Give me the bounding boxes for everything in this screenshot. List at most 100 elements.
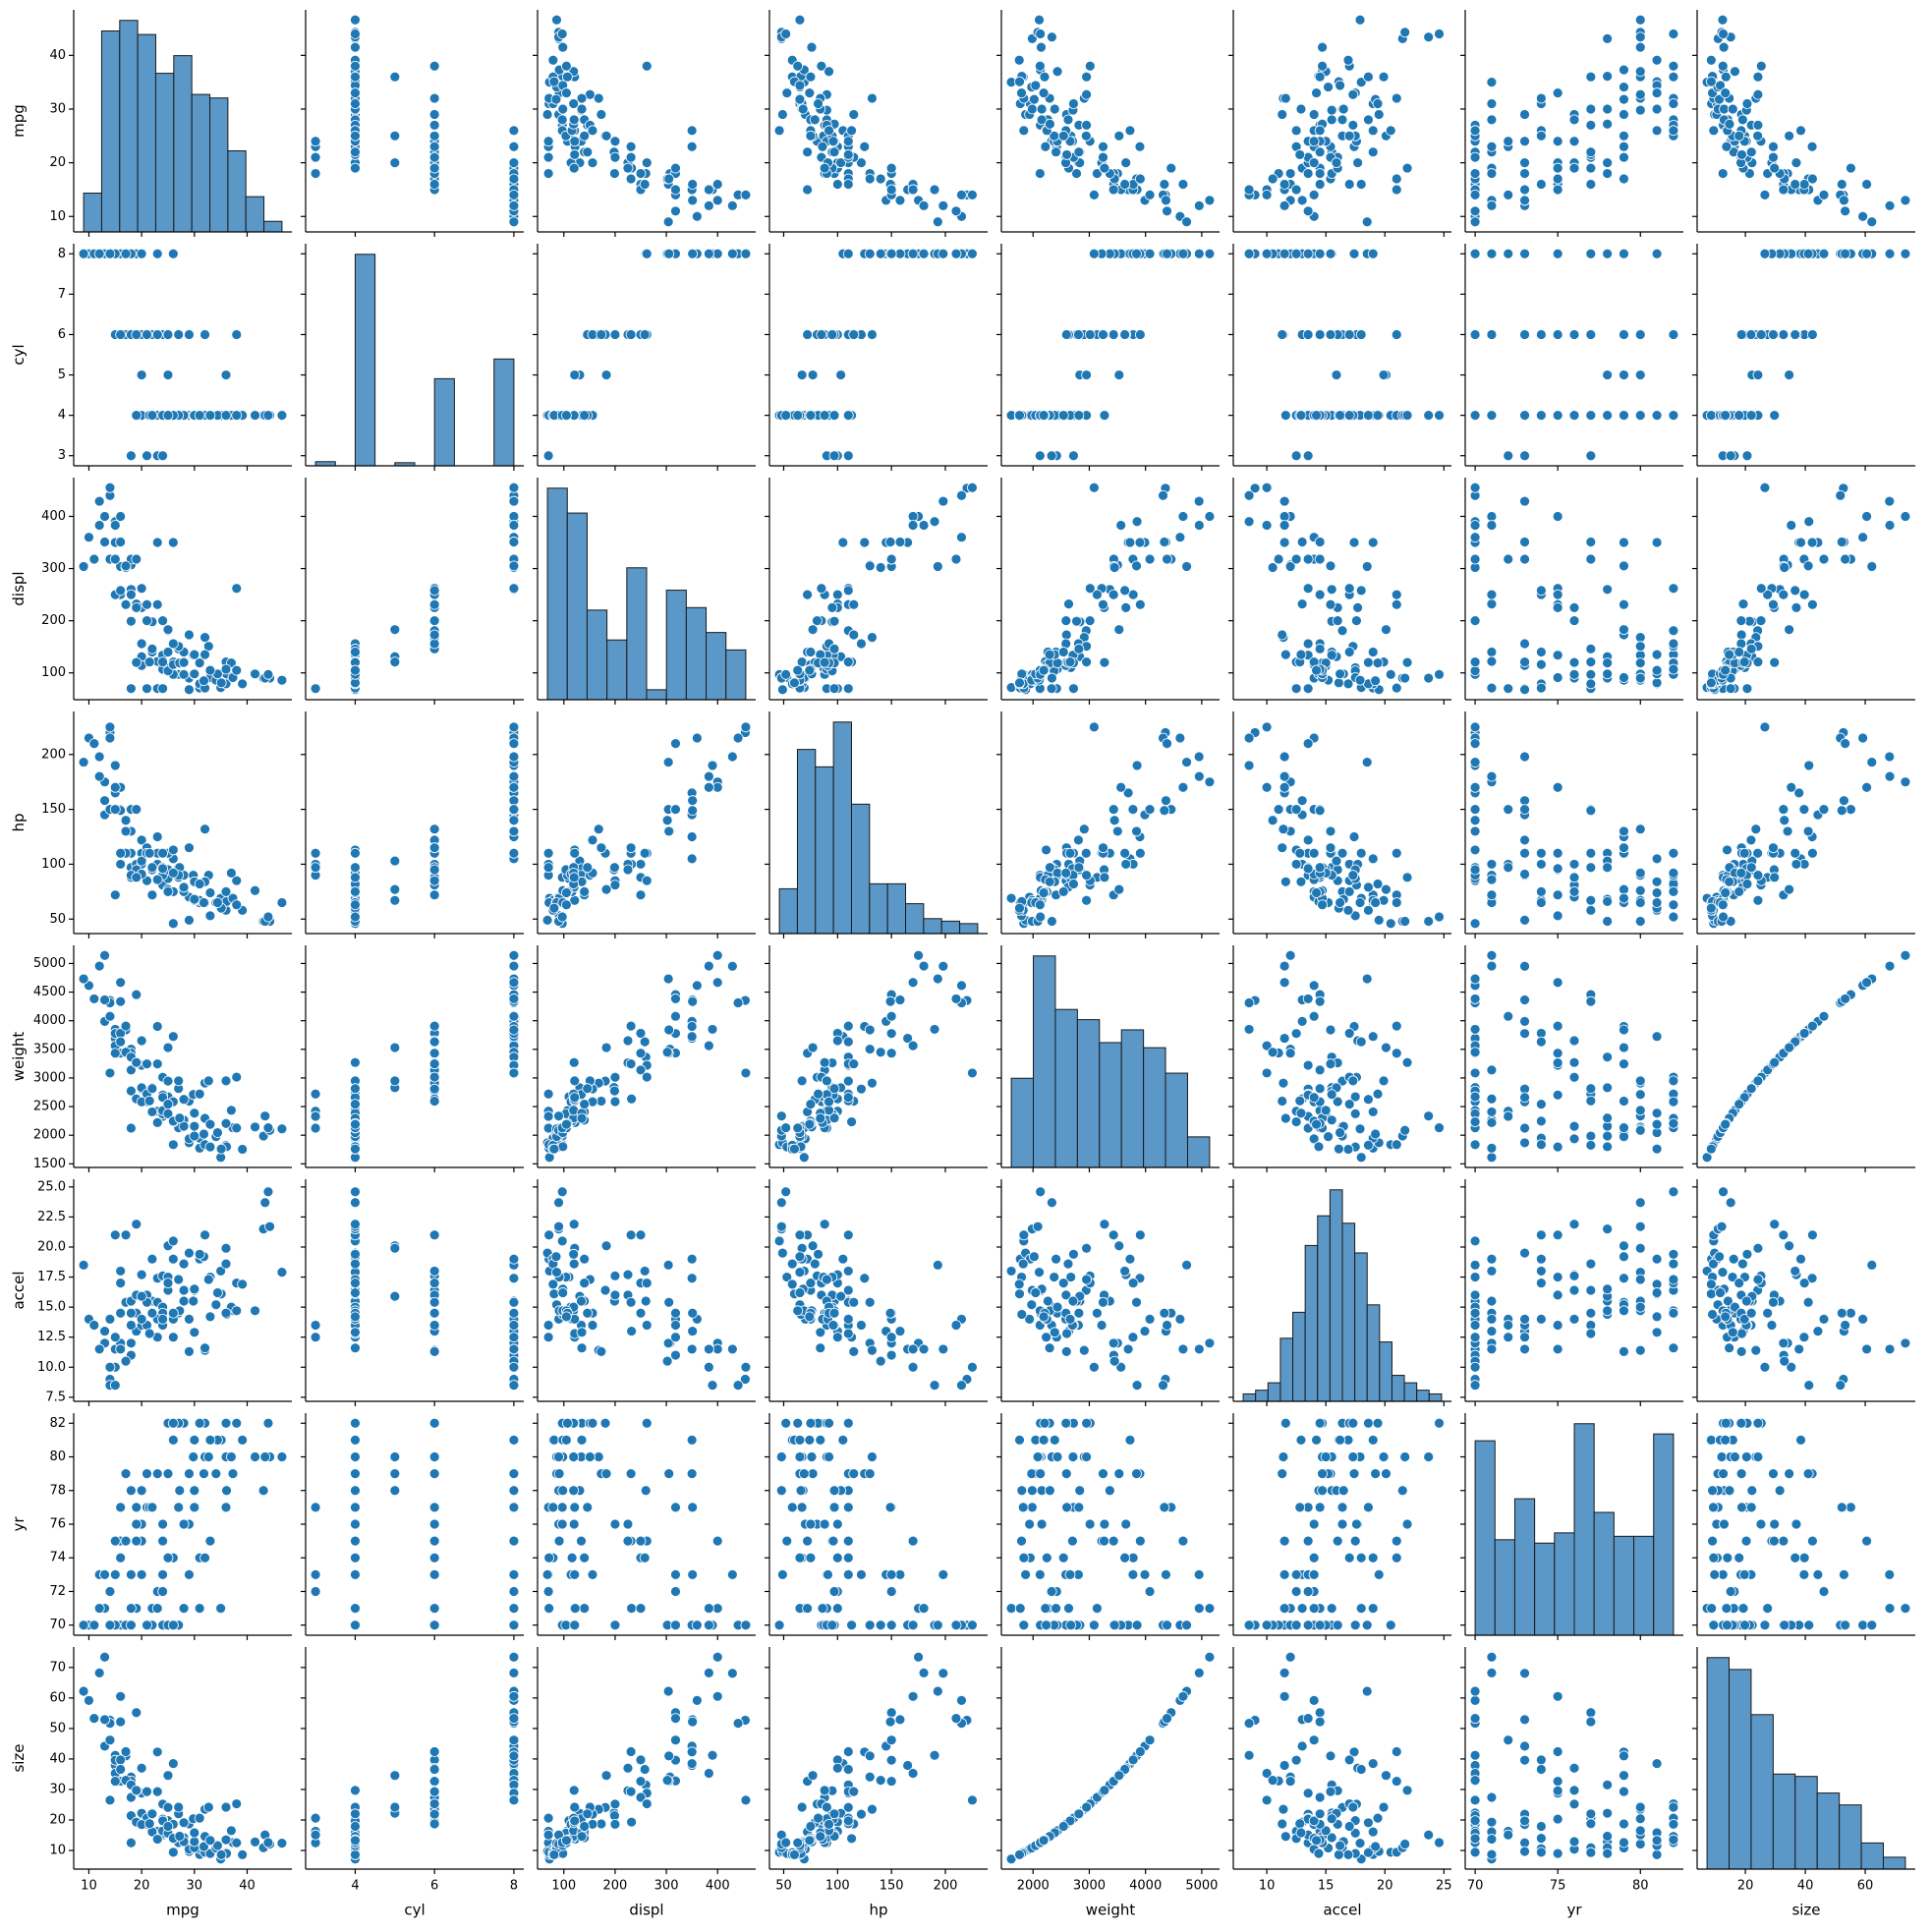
point	[350, 146, 361, 158]
point	[1568, 668, 1580, 680]
point	[804, 87, 816, 98]
point	[389, 883, 401, 895]
point	[956, 532, 967, 543]
y-tick-label: 2500	[33, 1100, 66, 1114]
point	[131, 1056, 142, 1068]
point	[1619, 141, 1629, 152]
point	[151, 831, 163, 842]
point	[428, 1058, 440, 1070]
point	[1568, 1120, 1580, 1132]
point	[569, 847, 581, 859]
point	[1568, 885, 1580, 897]
point	[1535, 179, 1547, 190]
point	[350, 911, 361, 923]
point	[641, 1320, 653, 1331]
point	[167, 537, 179, 548]
point	[596, 329, 607, 340]
point	[600, 130, 612, 142]
point	[1302, 1059, 1314, 1071]
point	[109, 760, 121, 771]
point	[819, 656, 830, 668]
point	[1044, 876, 1055, 887]
point	[848, 1345, 860, 1357]
point	[541, 109, 553, 120]
y-tick-label: 2000	[33, 1128, 66, 1143]
point	[1068, 683, 1079, 695]
point	[775, 1197, 787, 1209]
point	[1486, 1152, 1498, 1164]
point	[1092, 1307, 1103, 1319]
point	[639, 847, 651, 859]
point	[220, 369, 232, 380]
point	[1634, 329, 1646, 340]
point	[1651, 1143, 1663, 1155]
hist-bar	[1076, 1019, 1101, 1168]
point	[1174, 1313, 1186, 1325]
point	[428, 1020, 440, 1032]
point	[1314, 179, 1326, 190]
point	[1060, 329, 1072, 340]
point	[932, 1259, 943, 1271]
point	[1062, 114, 1074, 126]
point	[842, 683, 854, 695]
point	[1038, 887, 1050, 898]
point	[1884, 770, 1896, 782]
point	[1634, 641, 1646, 653]
point	[819, 1056, 830, 1068]
point	[691, 210, 703, 222]
point	[1668, 583, 1679, 595]
point	[1552, 511, 1563, 522]
point	[932, 216, 943, 228]
point	[162, 1099, 174, 1110]
point	[508, 1320, 520, 1331]
point	[1073, 329, 1084, 340]
point	[1535, 410, 1547, 422]
point	[173, 1274, 185, 1285]
point	[1602, 668, 1614, 680]
point	[773, 125, 785, 137]
point	[136, 638, 147, 650]
point	[560, 1311, 572, 1323]
point	[1370, 897, 1382, 908]
y-tick-label: 200	[41, 747, 66, 762]
point	[310, 1122, 321, 1134]
point	[1668, 71, 1679, 83]
point	[151, 874, 163, 885]
point	[557, 1141, 569, 1153]
point	[104, 1067, 116, 1079]
point	[1144, 190, 1156, 200]
point	[125, 683, 137, 695]
point	[428, 1345, 440, 1357]
point	[250, 1305, 260, 1317]
point	[1469, 553, 1481, 565]
point	[894, 994, 906, 1005]
point	[1158, 1380, 1168, 1392]
point	[568, 1219, 580, 1230]
point	[125, 1307, 137, 1319]
y-tick-label: 6	[58, 327, 66, 342]
point	[1290, 1116, 1302, 1127]
point	[1347, 88, 1359, 100]
point	[1552, 162, 1563, 174]
point	[794, 14, 806, 26]
point	[428, 1036, 440, 1048]
point	[1108, 1229, 1119, 1241]
point	[1317, 899, 1328, 911]
point	[918, 248, 930, 259]
point	[835, 1290, 847, 1302]
point	[875, 562, 886, 573]
point	[115, 537, 127, 547]
point	[115, 1343, 127, 1355]
point	[1124, 125, 1136, 137]
point	[1308, 980, 1320, 992]
point	[1602, 916, 1614, 927]
point	[1755, 583, 1767, 595]
point	[1727, 103, 1738, 115]
point	[1391, 847, 1402, 859]
point	[189, 668, 200, 680]
point	[1818, 248, 1830, 259]
point	[1181, 757, 1192, 767]
point	[167, 1031, 179, 1043]
point	[1784, 1042, 1795, 1053]
point	[1423, 1110, 1435, 1122]
